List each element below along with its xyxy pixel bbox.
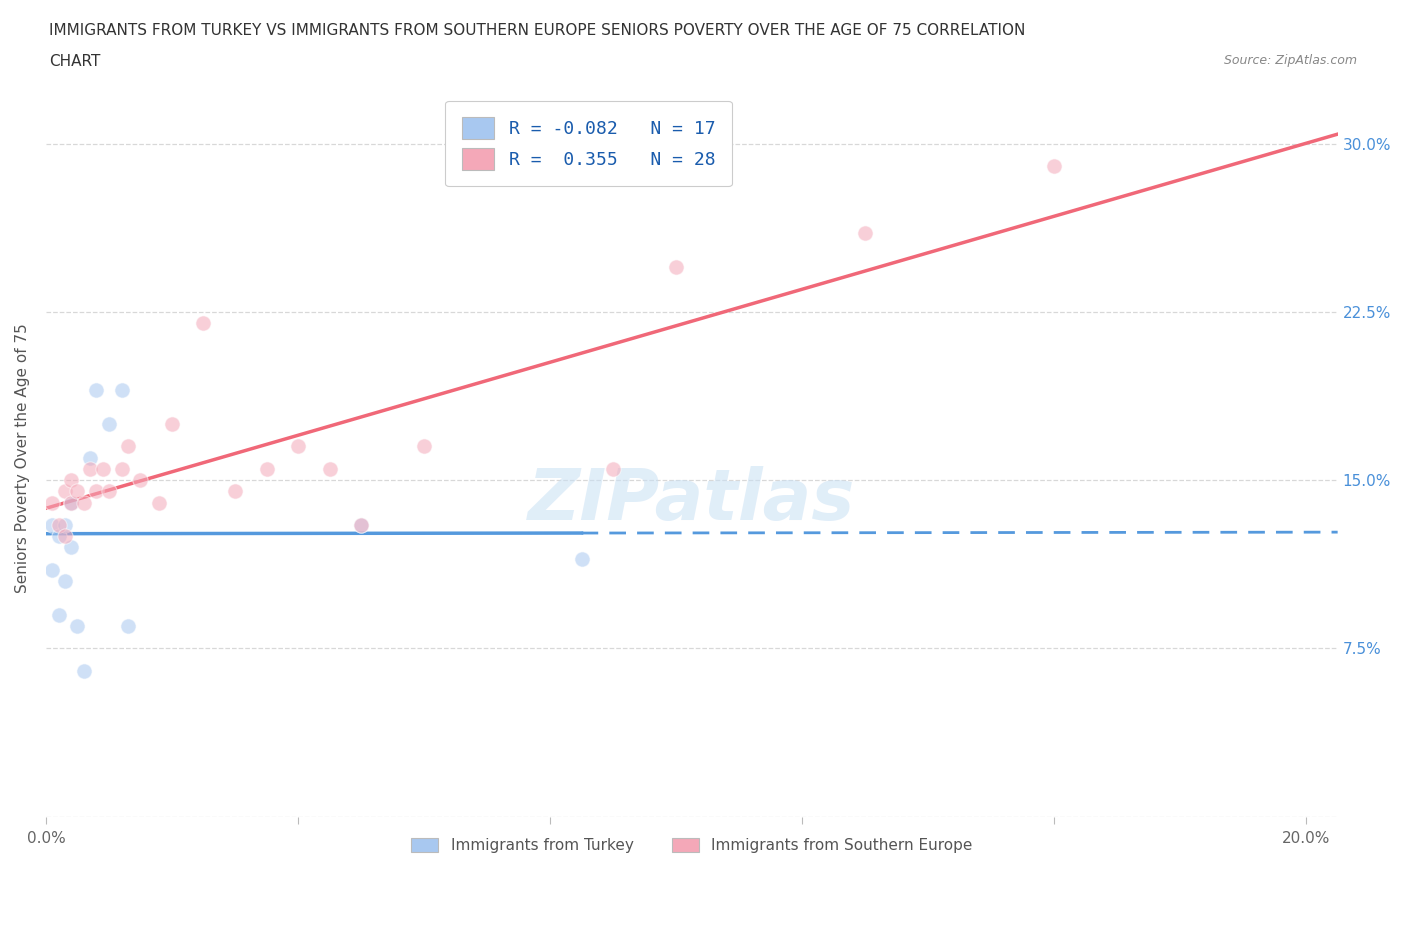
Point [73, 663, 96, 678]
Point [350, 518, 373, 533]
Point [60, 472, 83, 487]
Point [602, 461, 624, 476]
Text: Source: ZipAtlas.com: Source: ZipAtlas.com [1223, 54, 1357, 67]
Point [66, 618, 89, 633]
Point [110, 383, 132, 398]
Point [86, 484, 108, 498]
Point [148, 495, 170, 510]
Point [224, 484, 246, 498]
Point [60, 495, 83, 510]
Point [1043, 159, 1066, 174]
Point [60, 540, 83, 555]
Point [53, 518, 76, 533]
Text: CHART: CHART [49, 54, 101, 69]
Point [853, 226, 876, 241]
Point [665, 259, 688, 274]
Point [193, 315, 215, 330]
Point [41, 518, 63, 533]
Y-axis label: Seniors Poverty Over the Age of 75: Seniors Poverty Over the Age of 75 [15, 323, 30, 592]
Point [86, 383, 108, 398]
Point [66, 484, 89, 498]
Point [79, 461, 101, 476]
Point [79, 450, 101, 465]
Point [413, 439, 436, 454]
Point [571, 551, 593, 566]
Point [53, 484, 76, 498]
Legend: Immigrants from Turkey, Immigrants from Southern Europe: Immigrants from Turkey, Immigrants from … [405, 832, 979, 859]
Point [318, 461, 340, 476]
Point [117, 439, 139, 454]
Point [287, 439, 309, 454]
Point [110, 461, 132, 476]
Point [160, 417, 183, 432]
Point [91, 461, 114, 476]
Point [256, 461, 278, 476]
Point [60, 495, 83, 510]
Point [53, 574, 76, 589]
Point [53, 529, 76, 544]
Point [41, 495, 63, 510]
Point [41, 563, 63, 578]
Point [129, 472, 152, 487]
Point [117, 618, 139, 633]
Text: IMMIGRANTS FROM TURKEY VS IMMIGRANTS FROM SOUTHERN EUROPE SENIORS POVERTY OVER T: IMMIGRANTS FROM TURKEY VS IMMIGRANTS FRO… [49, 23, 1025, 38]
Point [48, 529, 70, 544]
Point [48, 607, 70, 622]
Text: ZIPatlas: ZIPatlas [529, 466, 855, 536]
Point [350, 518, 373, 533]
Point [98, 484, 121, 498]
Point [73, 495, 96, 510]
Point [48, 518, 70, 533]
Point [98, 417, 121, 432]
